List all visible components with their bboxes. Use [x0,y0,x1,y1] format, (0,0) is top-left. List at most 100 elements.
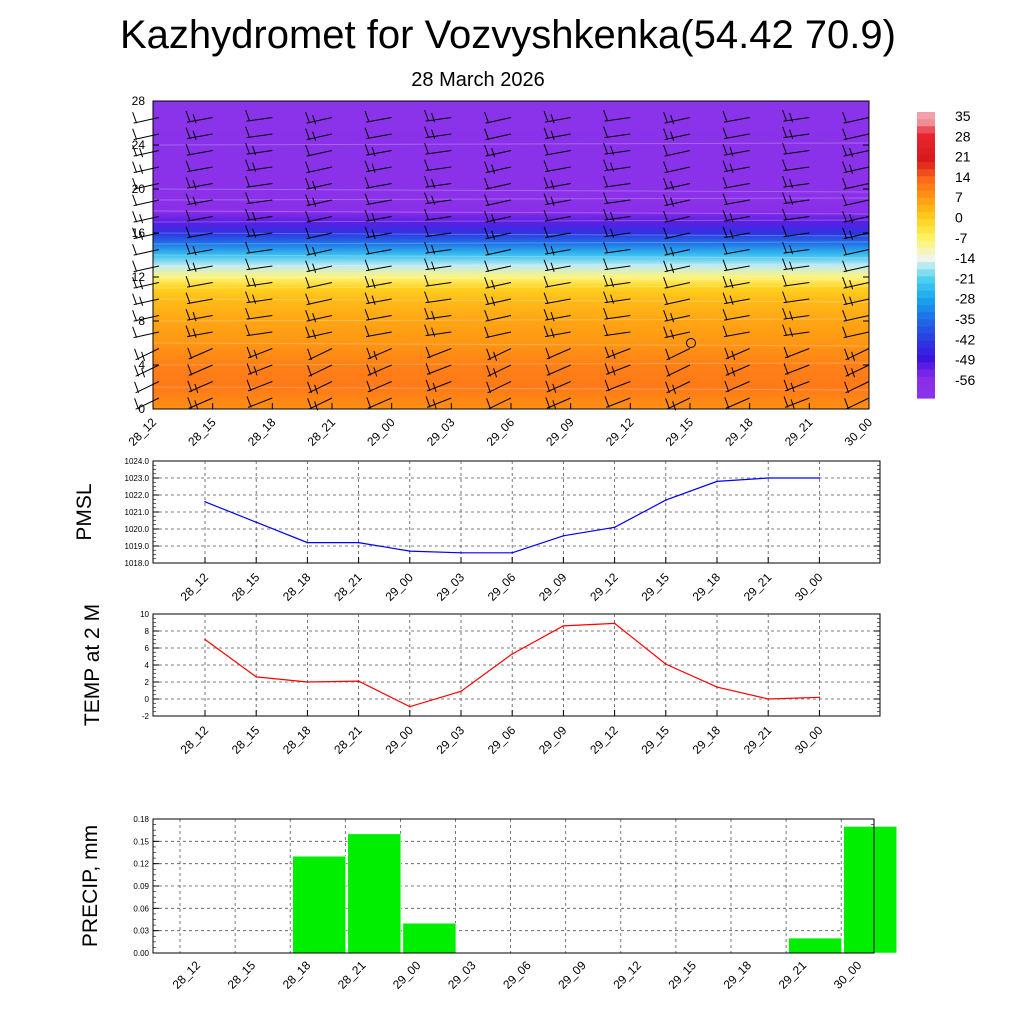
wind-barb-shaft [186,117,213,123]
wind-barb-flag [252,145,257,156]
wind-barb-flag [305,277,311,289]
wind-barb-shaft [246,183,273,188]
wind-barb-shaft [365,249,392,255]
colorbar-segment [917,355,935,363]
colorbar-segment [917,340,935,349]
wind-barb-flag [722,325,728,337]
colorbar-segment [917,255,935,263]
contour-line [152,188,870,193]
contour-line [152,241,870,245]
y-tick-label: 0.12 [133,860,149,869]
wind-barb-flag [424,109,430,122]
wind-barb-flag [366,347,372,360]
wind-barb-shaft [723,216,750,222]
y-axis-label: PMSL [73,483,96,540]
pmsl-point [357,541,360,544]
wind-barb-flag [366,397,372,409]
wind-barb-flag [543,259,549,271]
x-tick-label: 29_03 [434,570,468,604]
wind-barb-flag [484,194,490,206]
y-tick-label: 0 [145,695,150,704]
wind-barb-shaft [843,232,870,240]
wind-barb-flag [722,176,728,189]
x-tick-label: 29_18 [722,415,756,449]
colorbar-segment [917,212,935,220]
wind-barb-flag [187,364,193,376]
wind-barb-shaft [186,298,213,305]
y-tick-label: 0.06 [133,904,149,913]
wind-barb-flag [491,296,496,306]
wind-barb-shaft [723,183,750,189]
wind-barb-flag [364,275,370,288]
wind-barb-flag [722,226,728,238]
wind-barb-shaft [544,199,571,206]
wind-barb-flag [431,327,436,337]
wind-barb-flag [139,230,144,240]
x-tick-label: 29_21 [776,958,810,992]
wind-barb-flag [789,195,794,205]
wind-barb-flag [187,397,193,409]
colorbar-segment [917,176,935,185]
wind-barb-flag [493,351,498,361]
wind-barb-flag [842,310,848,322]
x-tick-label: 29_09 [536,723,570,757]
wind-barb-shaft [546,364,571,376]
wind-barb-flag [665,381,671,393]
wind-barb-flag [729,212,734,223]
wind-barb-flag [245,241,251,254]
x-tick-label: 29_00 [390,958,424,992]
wind-barb-flag [849,230,854,240]
wind-barb-flag [543,275,549,288]
x-tick-label: 29_06 [485,570,519,604]
wind-barb-shaft [306,282,333,289]
wind-barb-shaft [544,282,571,288]
wind-barb-shaft [306,315,333,322]
colorbar-label: -14 [955,250,975,266]
wind-barb-flag [782,258,788,270]
wind-barb-flag [663,277,669,289]
wind-barb-shaft [367,381,392,393]
wind-barb-shaft [544,117,571,123]
wind-barb-shaft [843,298,870,306]
wind-barb-shaft [783,216,810,221]
y-tick-label: 0.09 [133,882,149,891]
wind-barb-shaft [544,298,571,305]
wind-barb-shaft [247,348,273,359]
wind-barb-flag [545,347,551,360]
y-tick-label: 20 [132,182,146,196]
wind-barb-flag [663,211,669,223]
wind-barb-flag [132,260,138,272]
wind-barb-flag [783,363,789,375]
wind-barb-shaft [783,232,810,238]
wind-barb-shaft [306,232,333,240]
wind-barb-flag [252,294,257,304]
wind-barb-shaft [365,216,392,222]
wind-barb-shaft [784,397,810,408]
wind-barb-flag [782,192,788,204]
wind-barb-shaft [666,381,691,394]
wind-barb-flag [141,368,146,378]
wind-barb-flag [246,379,252,392]
wind-barb-shaft [133,150,160,157]
colorbar-segment [917,312,935,320]
wind-barb-flag [729,146,734,157]
contour-line [152,386,870,391]
precip-bar [843,826,897,954]
wind-barb-flag [312,131,317,141]
wind-barb-flag [543,143,549,156]
wind-barb-flag [603,208,609,221]
wind-barb-shaft [485,199,512,207]
contour-line [152,197,870,201]
wind-barb-flag [366,380,372,393]
wind-barb-shaft [664,331,691,339]
wind-barb-shaft [604,249,631,254]
colorbar-segment [917,262,935,270]
wind-barb-flag [783,346,789,359]
wind-barb-shaft [365,199,392,206]
wind-barb-shaft [186,331,213,338]
wind-barb-shaft [306,249,333,256]
wind-barb-flag [722,193,728,205]
contour-line [152,285,870,289]
wind-barb-shaft [487,348,512,361]
y-tick-label: 0.00 [133,949,149,958]
